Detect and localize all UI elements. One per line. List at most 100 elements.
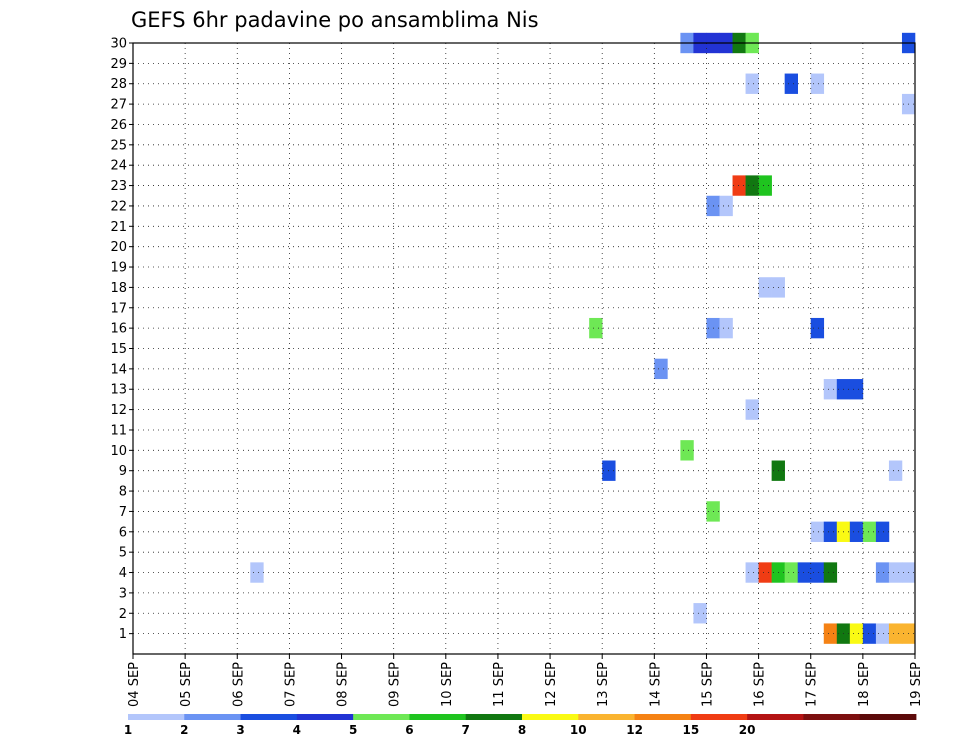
y-tick-label-30: 30 [110, 37, 127, 52]
y-tick-label-23: 23 [110, 179, 127, 194]
y-tick-label-8: 8 [119, 485, 127, 500]
heatmap-cell-46 [875, 562, 890, 583]
colorbar-swatch-2 [240, 714, 298, 720]
heatmap-cell-54 [875, 623, 890, 644]
y-tick-label-10: 10 [110, 444, 127, 459]
heatmap-cell-40 [758, 562, 772, 583]
heatmap-cell-33 [823, 521, 838, 542]
y-tick-label-12: 12 [110, 403, 127, 418]
y-tick-label-24: 24 [110, 159, 127, 174]
colorbar-swatch-10 [690, 714, 748, 720]
x-tick-label-4: 08 SEP [336, 662, 351, 707]
colorbar-label-6: 6 [405, 723, 413, 737]
y-tick-label-17: 17 [110, 301, 127, 316]
y-tick-label-14: 14 [110, 362, 127, 377]
y-tick-label-4: 4 [119, 566, 127, 581]
y-tick-label-27: 27 [110, 98, 127, 113]
y-tick-label-28: 28 [110, 77, 127, 92]
x-axis-ticks: 04 SEP 05 SEP 06 SEP 07 SEP 08 SEP 09 SEP 10 S… [127, 654, 924, 707]
colorbar-swatch-12 [803, 714, 861, 720]
x-tick-label-10: 14 SEP [648, 662, 663, 707]
heatmap-cell-35 [849, 521, 864, 542]
colorbar-label-1: 1 [124, 723, 132, 737]
colorbar-label-10: 10 [570, 723, 587, 737]
heatmap-cell-22 [654, 358, 668, 380]
heatmap-cell-9 [810, 73, 825, 94]
heatmap-cell-21 [810, 317, 825, 339]
heatmap-cell-16 [758, 277, 772, 298]
colorbar-swatch-3 [296, 714, 354, 720]
colorbar-swatch-0 [128, 714, 185, 720]
heatmap-cell-13 [758, 175, 772, 196]
colorbar-label-15: 15 [683, 723, 700, 737]
y-tick-label-18: 18 [110, 281, 127, 296]
y-tick-label-15: 15 [110, 342, 127, 357]
y-tick-label-7: 7 [119, 505, 127, 520]
heatmap-cell-7 [745, 73, 759, 94]
colorbar-label-12: 12 [626, 723, 643, 737]
x-tick-label-0: 04 SEP [127, 662, 142, 707]
y-axis-ticks: 1234567891011121314151617181920212223242… [110, 37, 133, 642]
y-tick-label-5: 5 [119, 546, 127, 561]
colorbar-label-2: 2 [180, 723, 188, 737]
heatmap-cell-43 [797, 562, 812, 583]
x-tick-label-7: 11 SEP [492, 662, 507, 707]
heatmap-cell-37 [875, 521, 890, 542]
y-tick-label-20: 20 [110, 240, 127, 255]
colorbar-swatch-7 [522, 714, 579, 720]
colorbar-label-8: 8 [518, 723, 526, 737]
heatmap-cell-45 [823, 562, 838, 583]
heatmap-cell-42 [784, 562, 798, 583]
heatmap-cell-12 [745, 175, 759, 196]
y-tick-label-22: 22 [110, 199, 127, 214]
heatmap-cell-27 [680, 440, 694, 461]
x-tick-label-2: 06 SEP [231, 662, 246, 707]
y-tick-label-3: 3 [119, 586, 127, 601]
y-tick-label-25: 25 [110, 138, 127, 153]
y-tick-label-11: 11 [110, 423, 127, 438]
y-tick-label-21: 21 [110, 220, 127, 235]
heatmap-cell-32 [810, 521, 825, 542]
x-tick-label-12: 16 SEP [753, 662, 768, 707]
heatmap-cell-8 [784, 73, 798, 94]
colorbar-swatch-5 [409, 714, 467, 720]
heatmap-cell-50 [823, 623, 838, 644]
y-tick-label-2: 2 [119, 607, 127, 622]
y-tick-label-26: 26 [110, 118, 127, 133]
y-tick-label-1: 1 [119, 627, 127, 642]
colorbar-swatch-1 [184, 714, 241, 720]
x-tick-label-5: 09 SEP [388, 662, 403, 707]
colorbar-label-5: 5 [349, 723, 357, 737]
colorbar-swatch-13 [859, 714, 917, 720]
y-tick-label-19: 19 [110, 261, 127, 276]
heatmap-cell-23 [823, 379, 838, 400]
y-tick-label-16: 16 [110, 322, 127, 337]
heatmap-cell-53 [862, 623, 877, 644]
colorbar-swatch-11 [747, 714, 804, 720]
heatmap-cell-30 [888, 460, 903, 481]
chart-title: GEFS 6hr padavine po ansamblima Nis [131, 8, 539, 32]
heatmap-cell-47 [888, 562, 903, 583]
heatmap-cell-49 [693, 603, 707, 624]
x-tick-label-15: 19 SEP [909, 662, 924, 707]
colorbar-label-3: 3 [236, 723, 244, 737]
x-tick-label-14: 18 SEP [857, 662, 872, 707]
heatmap-cell-26 [745, 399, 759, 420]
heatmap-cell-20 [719, 317, 733, 339]
y-tick-label-6: 6 [119, 525, 127, 540]
colorbar-label-7: 7 [462, 723, 470, 737]
heatmap-cell-38 [250, 562, 264, 583]
colorbar: 1 2 3 4 5 6 7 8 10 12 15 20 [124, 714, 917, 737]
heatmap-cell-15 [719, 195, 733, 217]
y-tick-label-13: 13 [110, 383, 127, 398]
heatmap-cell-25 [849, 379, 864, 400]
heatmap-cell-36 [862, 521, 877, 542]
heatmap-cell-52 [849, 623, 864, 644]
colorbar-swatch-6 [465, 714, 523, 720]
y-tick-label-9: 9 [119, 464, 127, 479]
colorbar-label-4: 4 [293, 723, 301, 737]
heatmap-cell-44 [810, 562, 825, 583]
heatmap-cell-39 [745, 562, 759, 583]
heatmap-cells [250, 32, 916, 644]
